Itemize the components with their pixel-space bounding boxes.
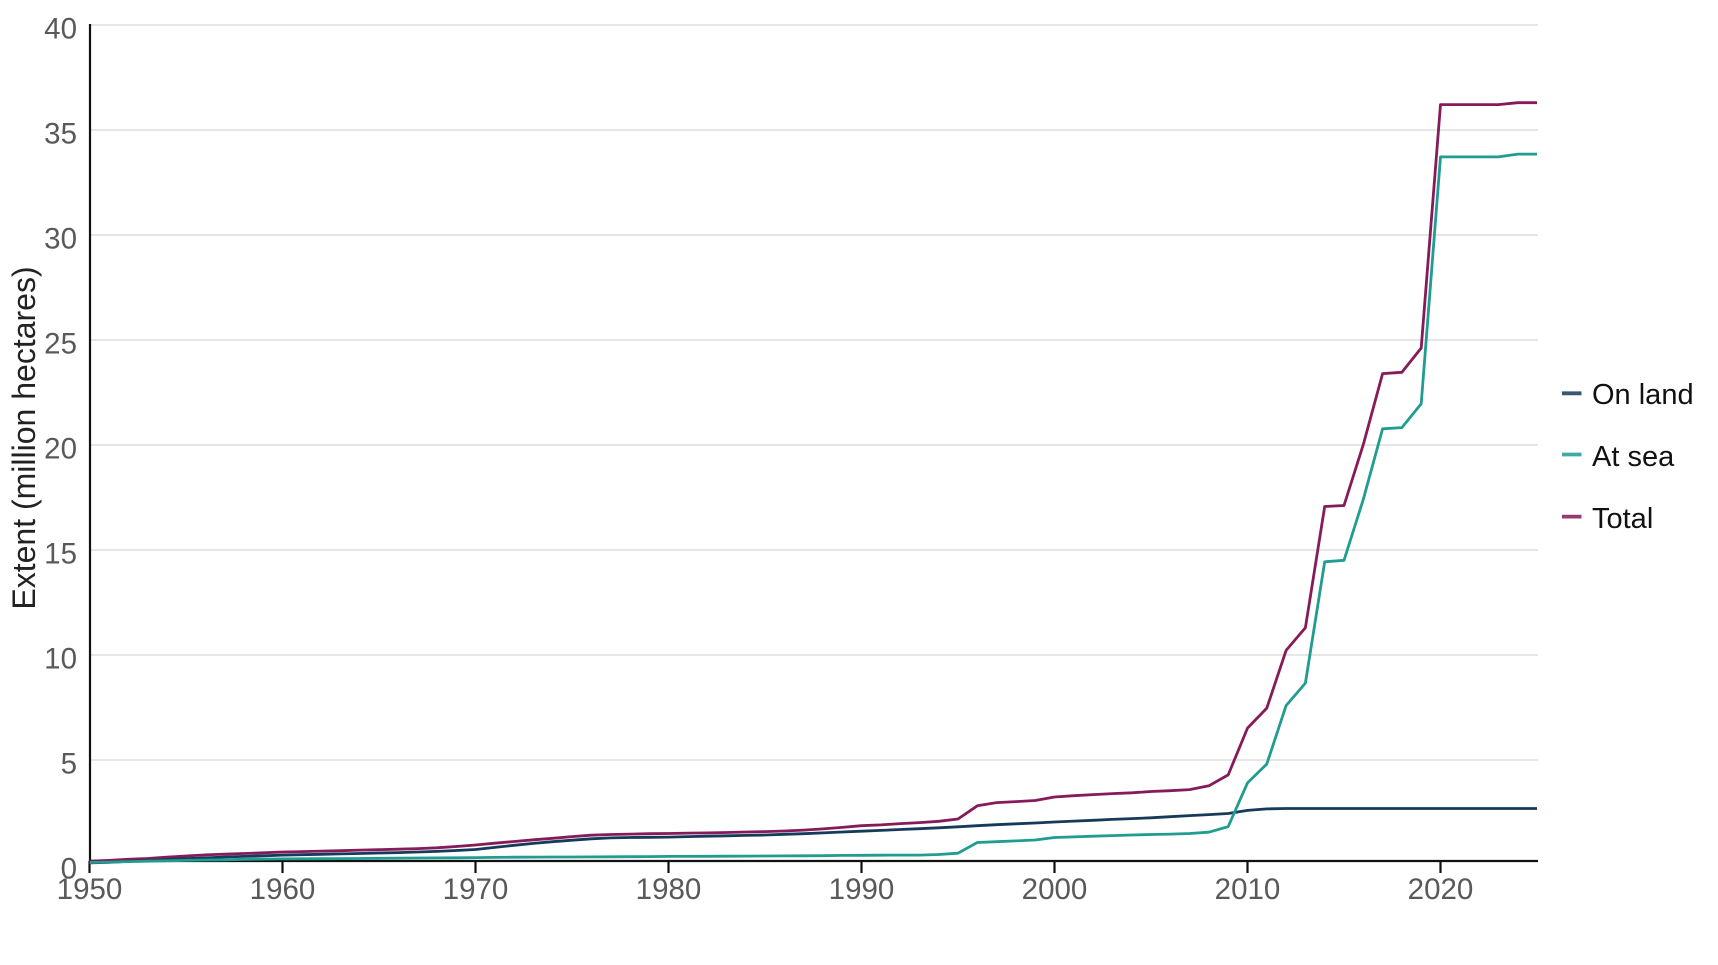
svg-text:15: 15 (44, 538, 77, 571)
svg-text:2000: 2000 (1022, 873, 1088, 906)
svg-text:25: 25 (44, 328, 77, 361)
svg-text:1980: 1980 (636, 873, 702, 906)
svg-text:Total: Total (1592, 503, 1653, 535)
svg-text:30: 30 (44, 223, 77, 256)
svg-text:2020: 2020 (1408, 873, 1474, 906)
svg-text:On land: On land (1592, 379, 1694, 411)
svg-text:At sea: At sea (1592, 441, 1675, 473)
svg-text:1960: 1960 (250, 873, 316, 906)
svg-text:20: 20 (44, 433, 77, 466)
svg-text:1950: 1950 (57, 873, 123, 906)
svg-text:Extent (million hectares): Extent (million hectares) (6, 266, 42, 609)
svg-text:40: 40 (44, 13, 77, 46)
svg-text:2010: 2010 (1215, 873, 1281, 906)
svg-text:35: 35 (44, 118, 77, 151)
svg-text:10: 10 (44, 643, 77, 676)
svg-text:0: 0 (61, 853, 77, 886)
svg-text:1970: 1970 (443, 873, 509, 906)
svg-text:1990: 1990 (829, 873, 895, 906)
svg-text:5: 5 (61, 748, 77, 781)
